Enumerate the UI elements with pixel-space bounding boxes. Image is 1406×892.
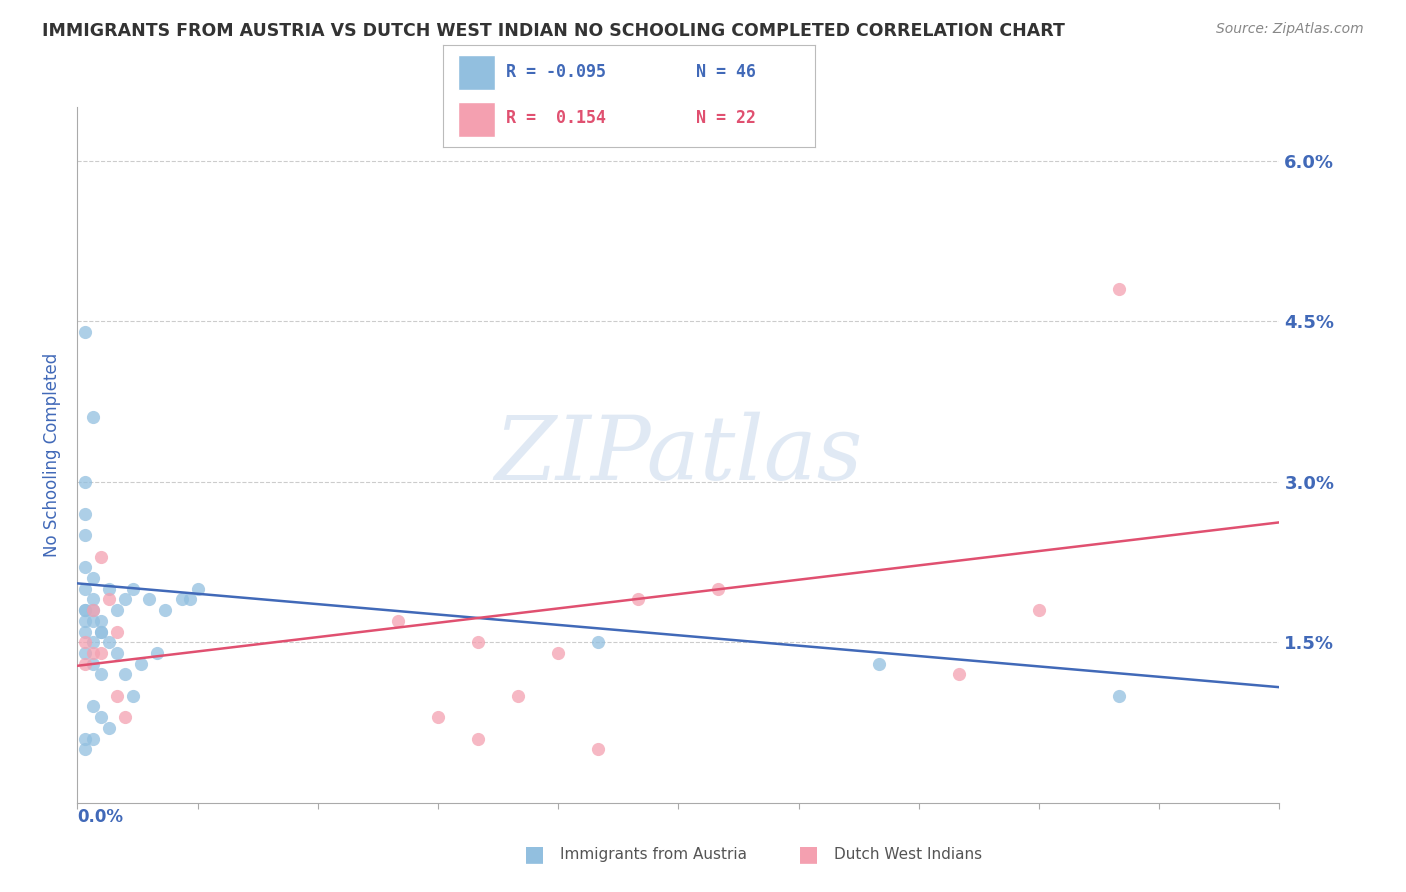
Point bbox=[75, 624, 97, 639]
Point bbox=[98, 635, 121, 649]
Point bbox=[75, 325, 97, 339]
Point bbox=[75, 646, 97, 660]
Point bbox=[75, 603, 97, 617]
Point bbox=[90, 710, 112, 724]
Point bbox=[107, 689, 129, 703]
Point bbox=[114, 710, 136, 724]
Point bbox=[122, 689, 145, 703]
Point bbox=[138, 592, 160, 607]
Point bbox=[82, 699, 104, 714]
Text: IMMIGRANTS FROM AUSTRIA VS DUTCH WEST INDIAN NO SCHOOLING COMPLETED CORRELATION : IMMIGRANTS FROM AUSTRIA VS DUTCH WEST IN… bbox=[42, 22, 1066, 40]
Text: R =  0.154: R = 0.154 bbox=[506, 110, 606, 128]
Point bbox=[1028, 603, 1050, 617]
Point bbox=[75, 635, 97, 649]
Point bbox=[82, 410, 104, 425]
Point bbox=[75, 507, 97, 521]
Point bbox=[547, 646, 569, 660]
Point bbox=[107, 646, 129, 660]
Point bbox=[179, 592, 201, 607]
Point bbox=[467, 635, 489, 649]
Point bbox=[107, 603, 129, 617]
Text: Source: ZipAtlas.com: Source: ZipAtlas.com bbox=[1216, 22, 1364, 37]
Point bbox=[187, 582, 209, 596]
Point bbox=[114, 667, 136, 681]
Point bbox=[75, 603, 97, 617]
Point bbox=[90, 614, 112, 628]
Text: ■: ■ bbox=[524, 845, 544, 864]
Point bbox=[98, 582, 121, 596]
Text: ZIPatlas: ZIPatlas bbox=[494, 411, 863, 499]
Point bbox=[75, 731, 97, 746]
Point bbox=[170, 592, 193, 607]
Point bbox=[98, 592, 121, 607]
Point bbox=[90, 549, 112, 564]
Point bbox=[868, 657, 890, 671]
Point bbox=[588, 635, 610, 649]
Point bbox=[75, 475, 97, 489]
Point bbox=[427, 710, 450, 724]
Point bbox=[90, 624, 112, 639]
Point bbox=[588, 742, 610, 756]
Text: R = -0.095: R = -0.095 bbox=[506, 63, 606, 81]
Bar bbox=[458, 55, 495, 90]
Point bbox=[82, 603, 104, 617]
Point bbox=[627, 592, 650, 607]
Point bbox=[707, 582, 730, 596]
Point bbox=[948, 667, 970, 681]
Point bbox=[82, 592, 104, 607]
Point bbox=[387, 614, 409, 628]
Point bbox=[75, 742, 97, 756]
Text: ■: ■ bbox=[799, 845, 818, 864]
Point bbox=[146, 646, 169, 660]
Point bbox=[90, 667, 112, 681]
Point bbox=[155, 603, 177, 617]
Point bbox=[75, 582, 97, 596]
Point bbox=[82, 731, 104, 746]
Point bbox=[1108, 282, 1130, 296]
Point bbox=[107, 624, 129, 639]
Point bbox=[1108, 689, 1130, 703]
Point bbox=[82, 635, 104, 649]
Point bbox=[114, 592, 136, 607]
Text: N = 22: N = 22 bbox=[696, 110, 756, 128]
Point bbox=[82, 614, 104, 628]
Point bbox=[75, 657, 97, 671]
Point bbox=[82, 657, 104, 671]
Y-axis label: No Schooling Completed: No Schooling Completed bbox=[44, 353, 62, 557]
Point bbox=[82, 603, 104, 617]
Text: Immigrants from Austria: Immigrants from Austria bbox=[560, 847, 747, 862]
Text: 0.0%: 0.0% bbox=[77, 807, 124, 826]
Text: Dutch West Indians: Dutch West Indians bbox=[834, 847, 981, 862]
Point bbox=[508, 689, 530, 703]
Point bbox=[75, 614, 97, 628]
Point bbox=[90, 624, 112, 639]
Point bbox=[75, 560, 97, 574]
Point bbox=[75, 528, 97, 542]
Bar bbox=[458, 102, 495, 137]
Point bbox=[122, 582, 145, 596]
Point bbox=[82, 571, 104, 585]
Point bbox=[467, 731, 489, 746]
Text: N = 46: N = 46 bbox=[696, 63, 756, 81]
Point bbox=[131, 657, 153, 671]
Point bbox=[90, 646, 112, 660]
Point bbox=[82, 646, 104, 660]
Point bbox=[98, 721, 121, 735]
